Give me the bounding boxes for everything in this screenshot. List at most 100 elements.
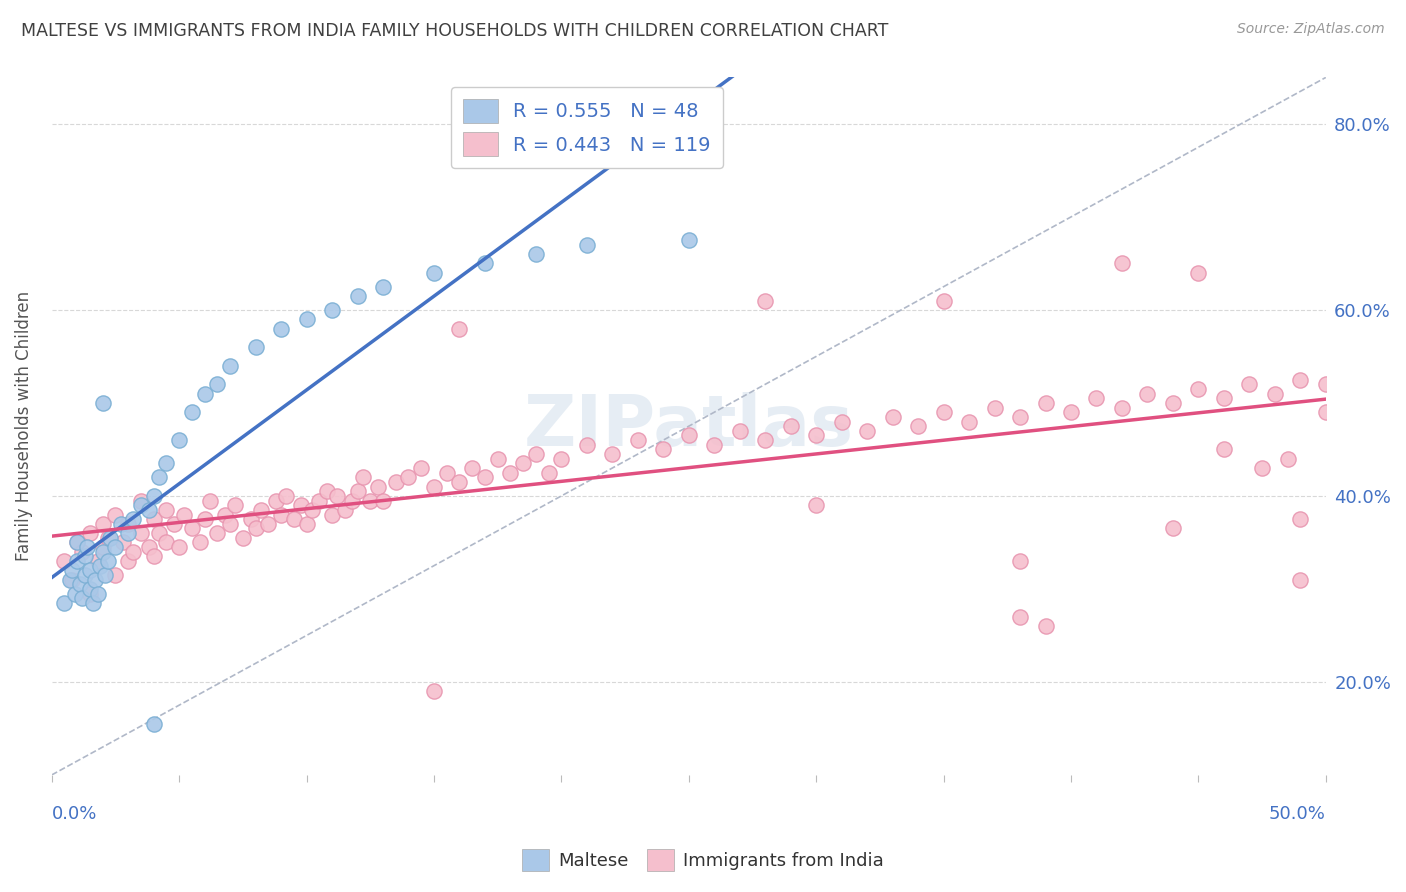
Point [1187, 266, 1209, 280]
Point [79, 582, 101, 596]
Point [219, 516, 242, 531]
Point [1111, 401, 1133, 415]
Point [537, 466, 560, 480]
Point [257, 516, 280, 531]
Text: 0.0%: 0.0% [52, 805, 97, 823]
Point [1315, 405, 1337, 419]
Point [932, 405, 955, 419]
Point [575, 438, 598, 452]
Point [66, 535, 89, 549]
Text: Source: ZipAtlas.com: Source: ZipAtlas.com [1237, 22, 1385, 37]
Point [117, 526, 139, 541]
Point [602, 447, 624, 461]
Point [512, 456, 534, 470]
Point [856, 424, 879, 438]
Text: ZIPatlas: ZIPatlas [523, 392, 853, 460]
Point [346, 289, 368, 303]
Point [79, 526, 101, 541]
Point [371, 493, 394, 508]
Point [1035, 619, 1057, 633]
Point [290, 498, 312, 512]
Point [308, 493, 330, 508]
Point [1136, 386, 1159, 401]
Point [652, 442, 675, 457]
Point [142, 716, 165, 731]
Point [499, 466, 522, 480]
Point [72, 591, 94, 606]
Point [122, 545, 145, 559]
Point [436, 466, 458, 480]
Point [76, 540, 98, 554]
Point [110, 516, 132, 531]
Point [142, 489, 165, 503]
Point [550, 451, 572, 466]
Point [219, 359, 242, 373]
Point [86, 586, 108, 600]
Point [367, 480, 389, 494]
Point [316, 484, 339, 499]
Point [1251, 461, 1274, 475]
Point [97, 531, 120, 545]
Point [91, 396, 114, 410]
Point [122, 512, 145, 526]
Point [82, 596, 104, 610]
Point [678, 233, 700, 247]
Point [461, 461, 484, 475]
Point [89, 558, 111, 573]
Point [342, 493, 364, 508]
Point [423, 684, 446, 698]
Point [1289, 373, 1312, 387]
Point [270, 321, 292, 335]
Point [627, 433, 650, 447]
Legend: R = 0.555   N = 48, R = 0.443   N = 119: R = 0.555 N = 48, R = 0.443 N = 119 [451, 87, 723, 168]
Point [575, 237, 598, 252]
Point [333, 503, 356, 517]
Point [907, 419, 929, 434]
Point [79, 586, 101, 600]
Point [754, 293, 776, 308]
Point [352, 470, 374, 484]
Point [1035, 396, 1057, 410]
Point [142, 512, 165, 526]
Point [58, 573, 80, 587]
Y-axis label: Family Households with Children: Family Households with Children [15, 291, 32, 561]
Point [53, 596, 76, 610]
Point [957, 415, 980, 429]
Point [831, 415, 853, 429]
Point [301, 503, 323, 517]
Point [224, 498, 246, 512]
Point [321, 302, 343, 317]
Point [94, 568, 117, 582]
Point [359, 493, 381, 508]
Point [98, 531, 121, 545]
Point [474, 470, 496, 484]
Point [449, 475, 471, 489]
Point [167, 540, 190, 554]
Point [779, 419, 801, 434]
Point [91, 545, 114, 559]
Point [1008, 610, 1031, 624]
Point [983, 401, 1005, 415]
Point [142, 549, 165, 564]
Point [321, 508, 343, 522]
Point [138, 503, 160, 517]
Point [326, 489, 349, 503]
Point [384, 475, 406, 489]
Point [1008, 409, 1031, 424]
Text: MALTESE VS IMMIGRANTS FROM INDIA FAMILY HOUSEHOLDS WITH CHILDREN CORRELATION CHA: MALTESE VS IMMIGRANTS FROM INDIA FAMILY … [21, 22, 889, 40]
Point [524, 447, 547, 461]
Point [97, 554, 120, 568]
Point [194, 512, 217, 526]
Point [1212, 392, 1234, 406]
Point [474, 256, 496, 270]
Point [173, 508, 195, 522]
Point [423, 266, 446, 280]
Point [1060, 405, 1083, 419]
Point [411, 461, 433, 475]
Point [1161, 396, 1184, 410]
Point [524, 247, 547, 261]
Point [1264, 386, 1286, 401]
Point [932, 293, 955, 308]
Point [91, 516, 114, 531]
Point [63, 586, 86, 600]
